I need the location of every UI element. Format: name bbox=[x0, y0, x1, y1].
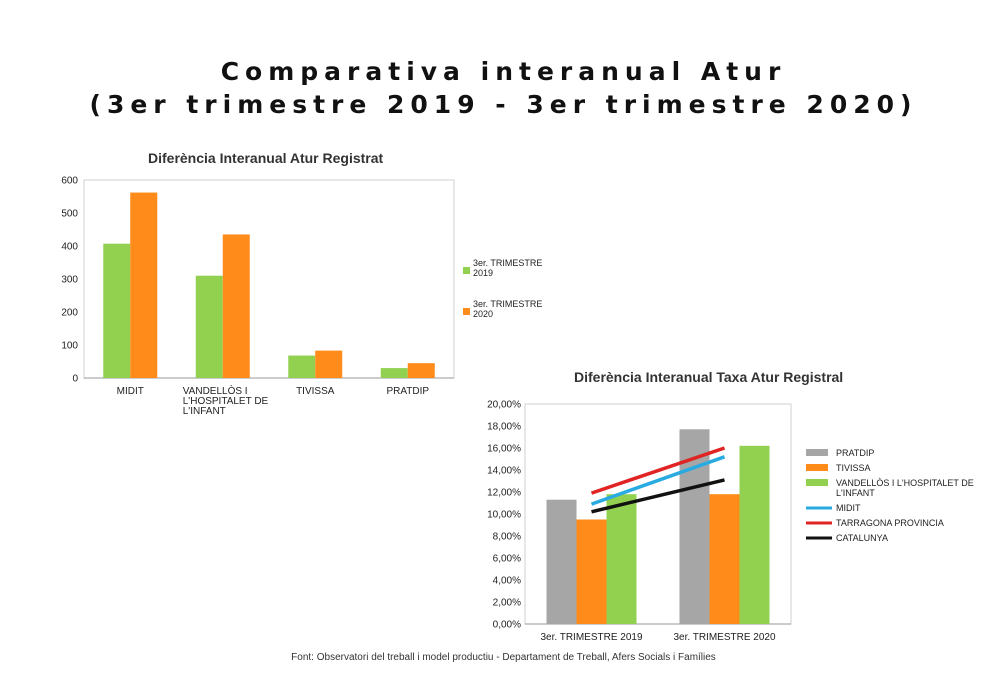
chart-2-y-tick-label: 8,00% bbox=[493, 532, 521, 543]
chart-1-bar bbox=[380, 368, 408, 378]
chart-2-legend-label: TIVISSA bbox=[836, 463, 871, 473]
chart-2-y-tick-label: 6,00% bbox=[493, 554, 521, 565]
chart-2-legend-label: CATALUNYA bbox=[836, 533, 888, 543]
chart-1-y-tick-label: 400 bbox=[61, 242, 78, 253]
chart-1-y-tick-label: 200 bbox=[61, 308, 78, 319]
chart-2-y-tick-label: 2,00% bbox=[493, 598, 521, 609]
chart-2-bar bbox=[546, 499, 577, 624]
chart-2-series-line bbox=[590, 446, 726, 495]
chart-2-legend-label: VANDELLÒS I L'HOSPITALET DE L'INFANT bbox=[836, 478, 974, 498]
chart-2-legend-swatch bbox=[806, 449, 828, 456]
chart-2-y-tick-label: 16,00% bbox=[487, 444, 521, 455]
chart-2-series-line bbox=[591, 478, 725, 514]
chart-2-y-tick-label: 12,00% bbox=[487, 488, 521, 499]
chart-1-y-tick-label: 100 bbox=[61, 341, 78, 352]
chart-2-y-tick-label: 4,00% bbox=[493, 576, 521, 587]
chart-1-x-tick-label: TIVISSA bbox=[296, 386, 335, 397]
chart-2-y-tick-label: 14,00% bbox=[487, 466, 521, 477]
chart-2-y-tick-label: 18,00% bbox=[487, 422, 521, 433]
chart-1-bar bbox=[222, 234, 250, 378]
chart-1-legend-swatch bbox=[463, 308, 470, 315]
chart-2-bar bbox=[576, 519, 607, 624]
chart-2-legend-swatch bbox=[806, 479, 828, 486]
chart-2-x-tick-label: 3er. TRIMESTRE 2019 bbox=[540, 632, 643, 643]
chart-1-y-tick-label: 500 bbox=[61, 209, 78, 220]
chart-1-y-tick-label: 0 bbox=[72, 374, 78, 385]
chart-2-legend-label: TARRAGONA PROVINCIA bbox=[836, 518, 944, 528]
chart-2-bar bbox=[739, 445, 770, 624]
chart-1-legend-label: 3er. TRIMESTRE 2020 bbox=[473, 299, 542, 319]
chart-2-legend-label: PRATDIP bbox=[836, 448, 874, 458]
chart-2-x-tick-label: 3er. TRIMESTRE 2020 bbox=[673, 632, 776, 643]
chart-1-title: Diferència Interanual Atur Registrat bbox=[148, 150, 384, 166]
chart-1-legend-swatch bbox=[463, 267, 470, 274]
chart-2-title: Diferència Interanual Taxa Atur Registra… bbox=[574, 369, 844, 385]
chart-1-x-tick-label: VANDELLÒS I L'HOSPITALET DE L'INFANT bbox=[183, 384, 269, 417]
chart-1-bar bbox=[130, 192, 158, 378]
chart-2-series-line bbox=[590, 455, 726, 506]
chart-1-y-tick-label: 600 bbox=[61, 176, 78, 187]
chart-2-y-tick-label: 20,00% bbox=[487, 400, 521, 411]
chart-1-y-tick-label: 300 bbox=[61, 275, 78, 286]
chart-1-x-tick-label: MIDIT bbox=[117, 386, 144, 397]
chart-2-bar bbox=[709, 494, 740, 624]
chart-1-bar bbox=[288, 355, 316, 378]
chart-2-legend-label: MIDIT bbox=[836, 503, 861, 513]
chart-1-bar bbox=[315, 350, 343, 378]
chart-2-y-tick-label: 10,00% bbox=[487, 510, 521, 521]
chart-2-legend-swatch bbox=[806, 464, 828, 471]
chart-2-y-tick-label: 0,00% bbox=[493, 620, 521, 631]
chart-2-bar bbox=[606, 494, 637, 624]
chart-1-bar bbox=[195, 275, 223, 378]
chart-1-bar bbox=[103, 243, 131, 378]
main-title-line-2: (3er trimestre 2019 - 3er trimestre 2020… bbox=[89, 90, 918, 119]
chart-1-bar bbox=[407, 363, 435, 378]
chart-1-legend-label: 3er. TRIMESTRE 2019 bbox=[473, 258, 542, 278]
source-footer: Font: Observatori del treball i model pr… bbox=[291, 652, 716, 663]
chart-1-x-tick-label: PRATDIP bbox=[386, 386, 429, 397]
main-title-line-1: Comparativa interanual Atur bbox=[220, 57, 787, 86]
